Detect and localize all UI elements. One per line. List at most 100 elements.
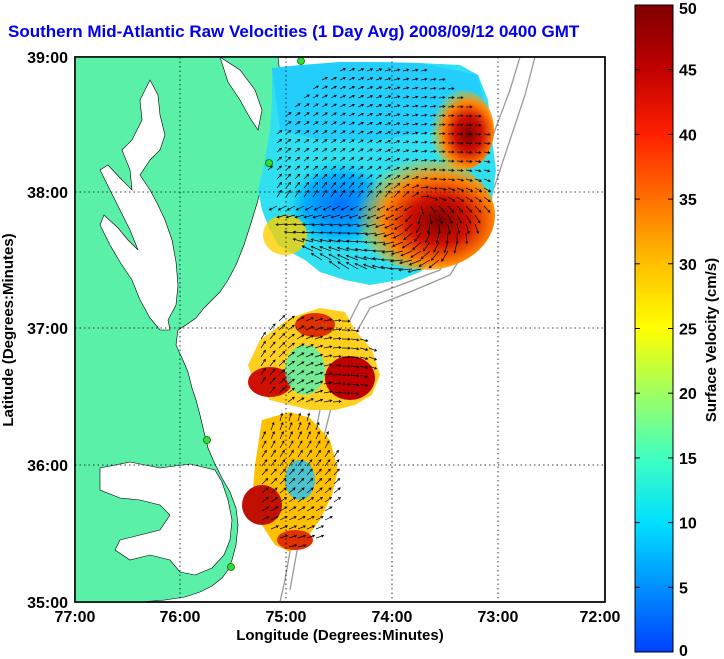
velocity-arrow-icon [465,232,469,245]
velocity-arrow-icon [414,232,422,242]
velocity-field [242,62,496,552]
velocity-vectors [260,68,492,548]
velocity-arrow-icon [330,103,337,108]
velocity-arrow-icon [438,141,446,145]
velocity-arrow-icon [278,333,286,340]
velocity-arrow-icon [384,122,392,126]
velocity-arrow-icon [438,123,446,127]
velocity-arrow-icon [357,182,364,189]
velocity-arrow-icon [346,231,359,235]
velocity-arrow-icon [319,246,332,252]
velocity-arrow-icon [306,431,311,440]
velocity-arrow-icon [411,184,420,189]
velocity-arrow-icon [324,459,331,467]
velocity-arrow-icon [393,86,401,90]
x-tick-label: 73:00 [478,609,519,626]
velocity-arrow-icon [260,367,266,376]
velocity-arrow-icon [285,138,292,144]
velocity-arrow-icon [321,121,328,126]
velocity-arrow-icon [303,147,310,153]
velocity-arrow-icon [315,496,324,503]
velocity-arrow-icon [261,515,270,521]
velocity-arrow-icon [310,252,323,261]
velocity-arrow-icon [315,525,325,530]
velocity-arrow-icon [288,412,293,422]
velocity-arrow-icon [330,139,337,144]
velocity-arrow-icon [348,68,356,72]
velocity-arrow-icon [447,205,455,213]
velocity-arrow-icon [261,487,269,494]
velocity-arrow-icon [306,515,315,521]
velocity-arrow-icon [411,95,419,99]
velocity-arrow-icon [296,343,305,349]
velocity-arrow-icon [341,373,351,377]
velocity-arrow-icon [456,214,462,224]
velocity-arrow-icon [359,356,369,360]
velocity-arrow-icon [301,245,314,252]
velocity-arrow-icon [323,354,333,358]
velocity-arrow-icon [294,121,301,126]
velocity-arrow-icon [474,205,482,213]
x-tick-label: 75:00 [266,609,307,626]
velocity-arrow-icon [438,187,447,191]
velocity-arrow-icon [332,390,342,394]
velocity-arrow-icon [358,205,368,211]
delaware-bay [219,57,263,131]
velocity-arrow-icon [350,374,360,378]
velocity-arrow-icon [288,496,297,503]
velocity-arrow-icon [393,175,401,180]
velocity-arrow-icon [341,355,351,359]
velocity-arrow-icon [306,421,311,431]
x-axis-ticks: 77:00 76:00 75:00 74:00 73:00 72:00 [55,609,621,626]
velocity-arrow-icon [287,360,296,367]
velocity-arrow-icon [321,139,328,144]
velocity-arrow-icon [339,181,346,189]
velocity-arrow-icon [270,431,275,440]
velocity-arrow-icon [315,440,321,449]
velocity-arrow-icon [366,104,374,108]
velocity-arrow-icon [429,205,437,214]
velocity-arrow-icon [375,157,382,162]
velocity-arrow-icon [279,478,287,485]
velocity-arrow-icon [279,431,284,440]
velocity-arrow-icon [332,336,342,340]
velocity-arrow-icon [441,250,449,262]
velocity-arrow-icon [374,223,386,228]
velocity-arrow-icon [297,487,305,494]
velocity-arrow-icon [294,173,301,180]
velocity-arrow-icon [285,214,296,219]
velocity-arrow-icon [321,189,327,198]
hf-radar-station-icon [203,436,211,444]
velocity-arrow-icon [375,148,382,153]
velocity-arrow-icon [366,113,374,117]
velocity-arrow-icon [402,158,410,162]
colorbar-tick-label: 45 [679,63,697,80]
velocity-arrow-icon [348,94,356,99]
velocity-arrow-icon [336,246,350,252]
velocity-arrow-icon [465,214,472,224]
velocity-arrow-icon [333,487,341,494]
velocity-arrow-icon [321,156,328,162]
velocity-arrow-icon [285,165,292,171]
velocity-arrow-icon [456,178,465,182]
velocity-arrow-icon [285,121,292,126]
velocity-arrow-icon [306,525,316,530]
velocity-arrow-icon [345,262,359,270]
velocity-arrow-icon [456,141,464,145]
velocity-arrow-icon [288,487,296,494]
velocity-arrow-icon [303,214,314,219]
velocity-arrow-icon [366,214,377,219]
velocity-arrow-icon [366,130,374,135]
velocity-arrow-icon [348,112,356,117]
velocity-arrow-icon [438,178,447,181]
velocity-arrow-icon [270,440,276,449]
velocity-arrow-icon [447,187,456,192]
hf-radar-station-icon [265,159,273,167]
y-tick-label: 35:00 [27,595,68,612]
velocity-arrow-icon [420,68,428,72]
velocity-arrow-icon [324,440,330,449]
velocity-arrow-icon [411,68,419,72]
velocity-arrow-icon [260,349,266,358]
velocity-arrow-icon [297,421,302,431]
